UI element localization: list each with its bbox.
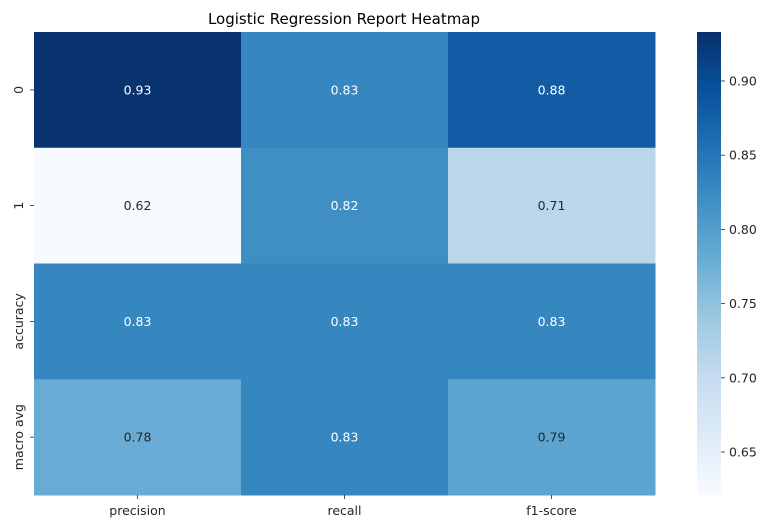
heatmap-cells bbox=[34, 32, 656, 496]
y-tick-label: 0 bbox=[11, 86, 26, 94]
cell-value-label: 0.83 bbox=[538, 314, 566, 329]
colorbar-tick-label: 0.75 bbox=[729, 296, 757, 311]
cell-value-label: 0.83 bbox=[331, 314, 359, 329]
heatmap-cell bbox=[34, 379, 242, 496]
heatmap-cell bbox=[241, 32, 449, 149]
x-tick-label: precision bbox=[109, 503, 165, 518]
heatmap-cell bbox=[34, 147, 242, 264]
colorbar-tick-label: 0.80 bbox=[729, 222, 757, 237]
colorbar-tick-label: 0.85 bbox=[729, 148, 757, 163]
cell-value-label: 0.71 bbox=[538, 198, 566, 213]
cell-value-label: 0.78 bbox=[124, 430, 152, 445]
heatmap-cell-labels: 0.93 0.83 0.88 0.62 0.82 0.71 0.83 0.83 0.83 0.78… bbox=[124, 82, 566, 444]
y-tick-label: 1 bbox=[11, 202, 26, 210]
chart-title: Logistic Regression Report Heatmap bbox=[208, 10, 480, 28]
heatmap-cell bbox=[448, 147, 656, 264]
cell-value-label: 0.83 bbox=[331, 82, 359, 97]
heatmap-cell bbox=[241, 379, 449, 496]
colorbar-tick-label: 0.70 bbox=[729, 370, 757, 385]
cell-value-label: 0.62 bbox=[124, 198, 152, 213]
heatmap-cell bbox=[34, 32, 242, 149]
colorbar-gradient bbox=[697, 32, 721, 495]
cell-value-label: 0.93 bbox=[124, 82, 152, 97]
cell-value-label: 0.82 bbox=[331, 198, 359, 213]
heatmap-cell bbox=[241, 263, 449, 380]
cell-value-label: 0.83 bbox=[331, 430, 359, 445]
colorbar: 0.65 0.70 0.75 0.80 0.85 0.90 bbox=[697, 32, 757, 495]
heatmap-cell bbox=[448, 263, 656, 380]
cell-value-label: 0.88 bbox=[538, 82, 566, 97]
y-tick-label: macro avg bbox=[11, 404, 26, 470]
y-tick-label: accuracy bbox=[11, 293, 26, 350]
colorbar-tick-label: 0.90 bbox=[729, 73, 757, 88]
x-tick-label: recall bbox=[327, 503, 361, 518]
colorbar-tick-label: 0.65 bbox=[729, 444, 757, 459]
cell-value-label: 0.79 bbox=[538, 430, 566, 445]
heatmap-cell bbox=[241, 147, 449, 264]
x-tick-label: f1-score bbox=[526, 503, 577, 518]
cell-value-label: 0.83 bbox=[124, 314, 152, 329]
y-axis-ticks: 0 1 accuracy macro avg bbox=[11, 86, 34, 470]
x-axis-ticks: precision recall f1-score bbox=[109, 495, 577, 518]
heatmap-cell bbox=[448, 379, 656, 496]
heatmap-cell bbox=[34, 263, 242, 380]
heatmap-cell bbox=[448, 32, 656, 149]
